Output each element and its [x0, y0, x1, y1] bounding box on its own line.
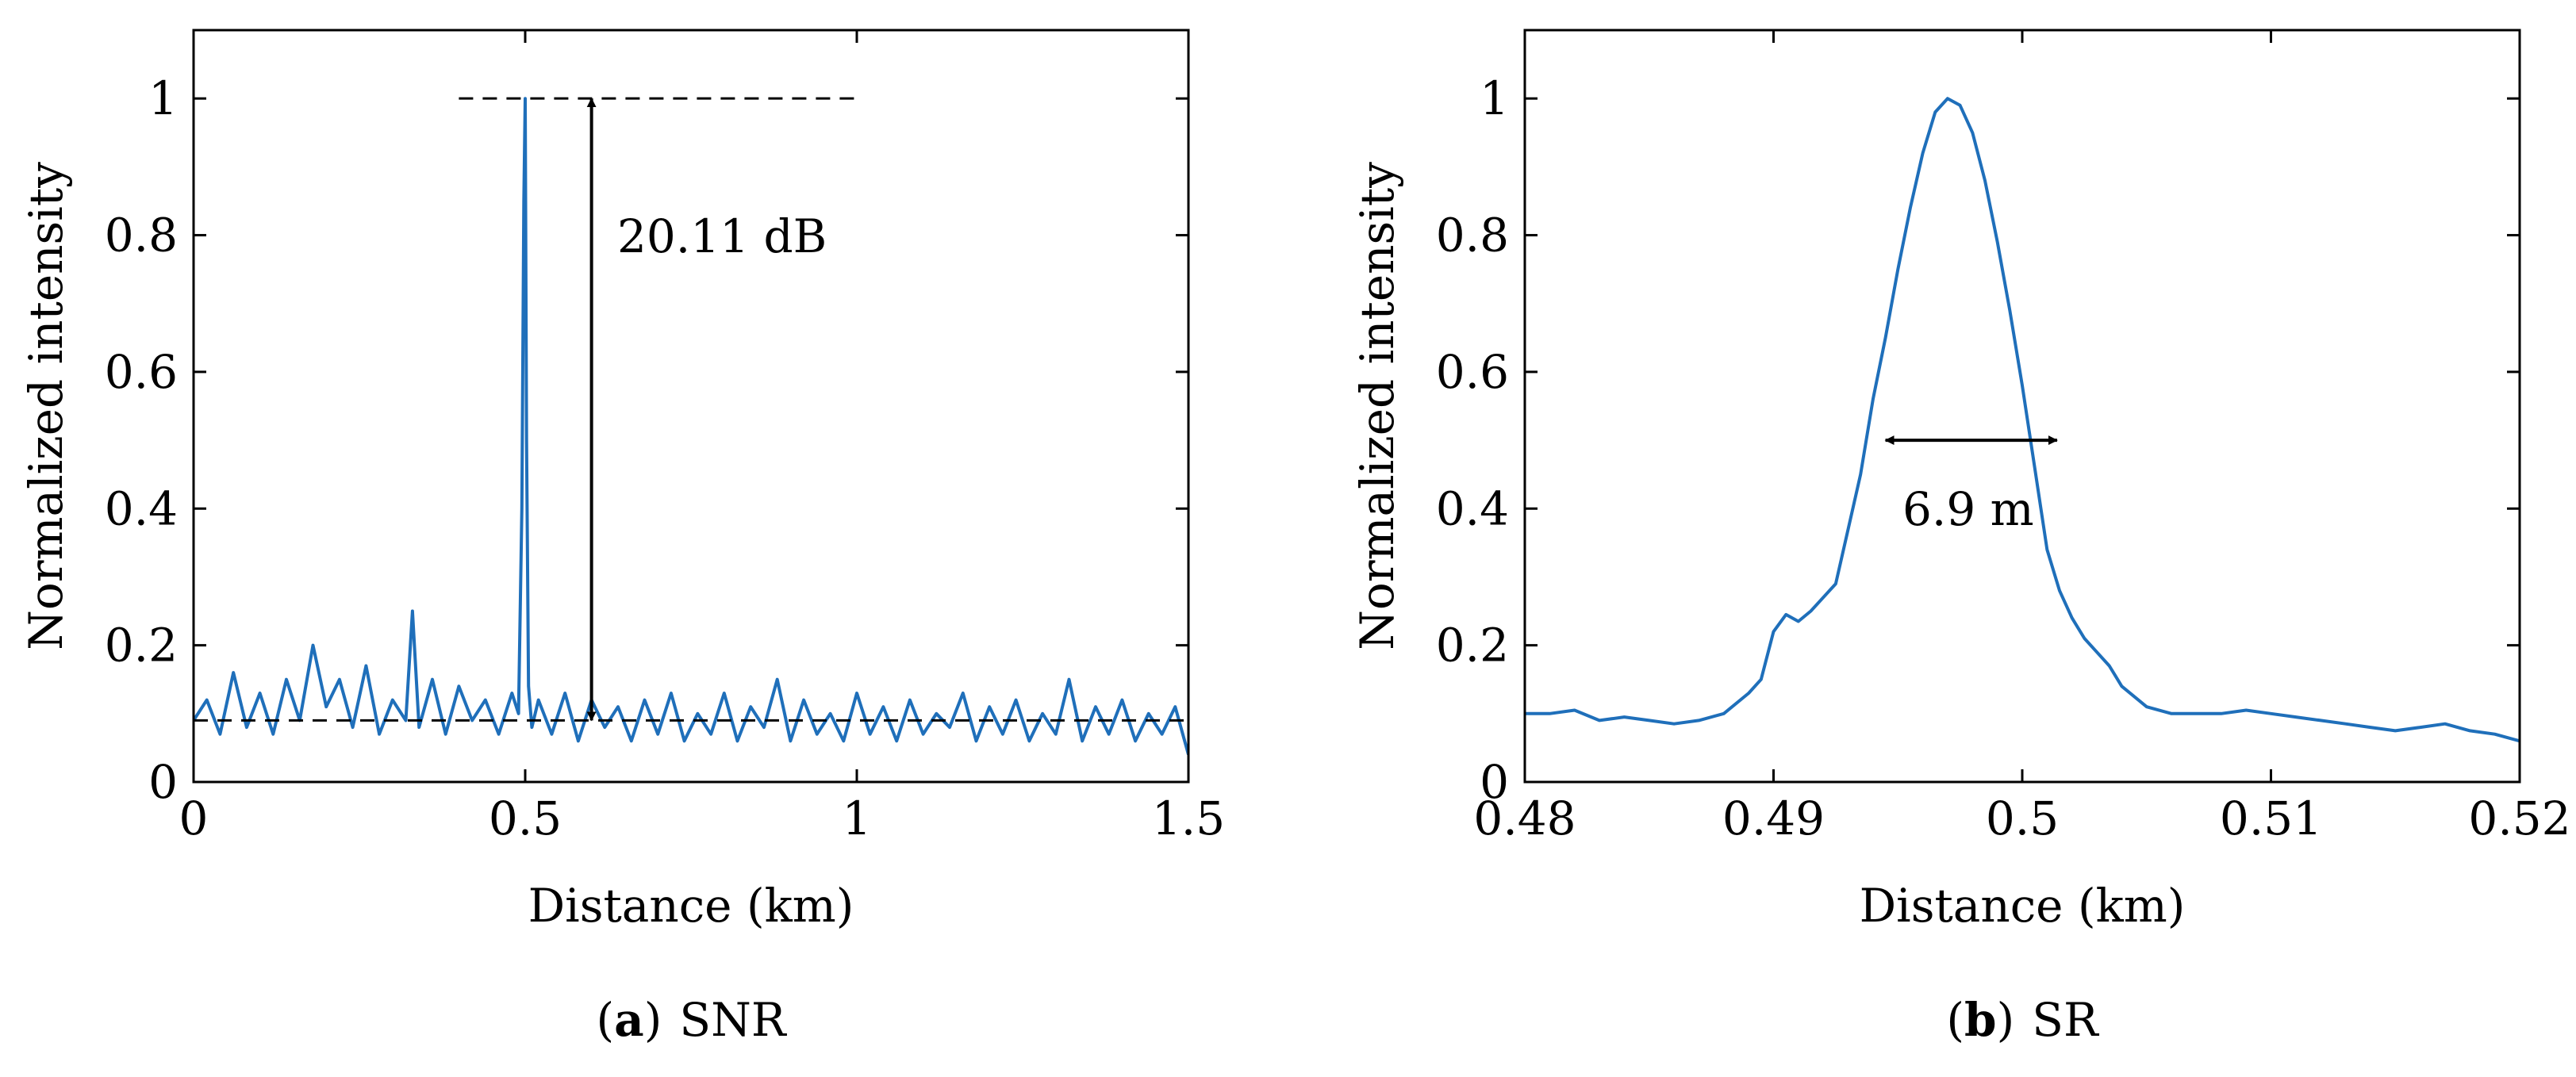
panel-a-series-line	[194, 97, 1188, 756]
panel-a-caption: (a) SNR	[596, 993, 787, 1047]
panel-b-y-tick-label: 0.6	[1436, 345, 1509, 399]
panel-b: 6.9 m 0 0.2 0.4 0.6 0.8 1 0.48 0.49 0.5 0.51 0.52…	[1350, 29, 2571, 1047]
panel-a-y-tick-label: 0	[148, 755, 178, 809]
panel-a-y-tick-label: 0.8	[105, 209, 178, 263]
panel-a-x-tick-label: 0.5	[489, 791, 562, 845]
panel-a-y-tick-label: 0.4	[105, 481, 178, 535]
panel-b-y-tick-label: 0.4	[1436, 481, 1509, 535]
panel-b-y-tick-label: 1	[1480, 71, 1509, 125]
panel-b-y-tick-label: 0.2	[1436, 619, 1509, 673]
panel-b-x-tick-label: 0.51	[2220, 791, 2322, 845]
panel-b-y-tick-label: 0	[1480, 755, 1509, 809]
panel-b-series-line	[1525, 97, 2520, 743]
panel-a-x-tick-label: 1.5	[1152, 791, 1225, 845]
panel-b-x-tick-label: 0.48	[1473, 791, 1576, 845]
panel-b-x-axis-label: Distance (km)	[1860, 879, 2186, 933]
panel-a: 20.11 dB 0 0.2 0.4 0.6 0.8 1 0 0.5 1 1.5 Distanc…	[19, 29, 1225, 1047]
panel-b-width-label: 6.9 m	[1902, 482, 2034, 536]
panel-b-x-tick-label: 0.5	[1986, 791, 2059, 845]
panel-b-caption: (b) SR	[1946, 993, 2100, 1047]
panel-a-snr-label: 20.11 dB	[617, 209, 827, 263]
panel-b-x-tick-label: 0.49	[1722, 791, 1825, 845]
panel-a-x-tick-label: 0	[179, 791, 209, 845]
panel-a-axes-frame	[192, 29, 1190, 784]
panel-a-x-axis-label: Distance (km)	[528, 879, 854, 933]
panel-a-y-axis-label: Normalized intensity	[19, 162, 73, 650]
panel-b-x-tick-label: 0.52	[2468, 791, 2570, 845]
panel-a-y-tick-label: 0.6	[105, 345, 178, 399]
panel-b-y-ticks: 0 0.2 0.4 0.6 0.8 1	[1436, 71, 2520, 809]
panel-b-axes-frame	[1523, 29, 2521, 784]
panel-a-x-ticks: 0 0.5 1 1.5	[179, 30, 1225, 845]
panel-a-y-ticks: 0 0.2 0.4 0.6 0.8 1	[105, 71, 1188, 809]
panel-b-y-tick-label: 0.8	[1436, 209, 1509, 263]
panel-b-y-axis-label: Normalized intensity	[1350, 162, 1404, 650]
panel-a-y-tick-label: 0.2	[105, 619, 178, 673]
panel-a-y-tick-label: 1	[148, 71, 178, 125]
panel-a-x-tick-label: 1	[843, 791, 872, 845]
panel-b-x-ticks: 0.48 0.49 0.5 0.51 0.52	[1473, 30, 2571, 845]
